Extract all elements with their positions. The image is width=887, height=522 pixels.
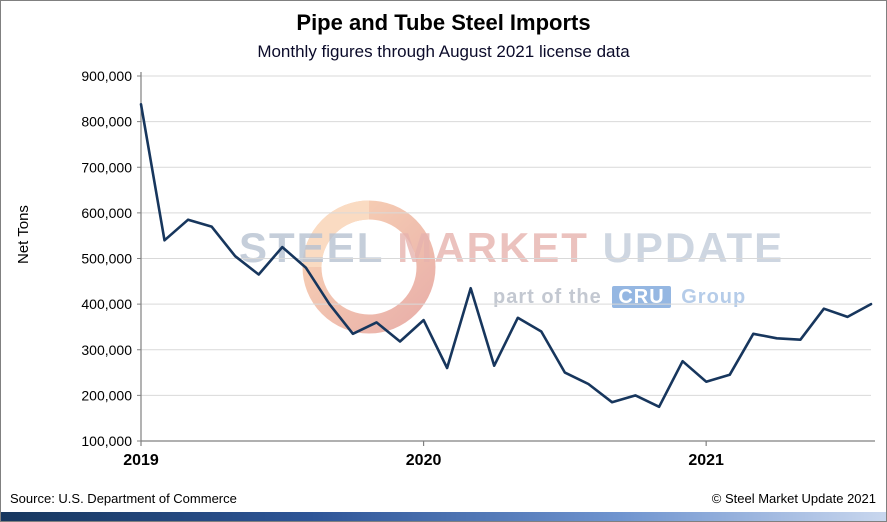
y-tick-label: 300,000 [81, 342, 132, 358]
x-tick-label: 2020 [406, 452, 442, 469]
copyright-text: © Steel Market Update 2021 [711, 491, 876, 506]
page-title: Pipe and Tube Steel Imports [296, 10, 591, 35]
y-tick-label: 600,000 [81, 205, 132, 221]
y-tick-label: 800,000 [81, 114, 132, 130]
y-tick-label: 900,000 [81, 68, 132, 84]
line-chart: 100,000 200,000 300,000 400,000 500,000 600,0… [81, 68, 875, 469]
y-tick-label: 700,000 [81, 159, 132, 175]
imports-series-line [139, 103, 873, 409]
chart-header: Pipe and Tube Steel Imports Monthly figu… [1, 1, 886, 62]
y-tick-label: 500,000 [81, 251, 132, 267]
bottom-accent-bar [1, 512, 886, 521]
y-tick-label: 200,000 [81, 388, 132, 404]
chart-area: STEEL MARKET UPDATE part of the CRU Grou… [1, 64, 886, 469]
x-tick-label: 2021 [688, 452, 724, 469]
y-tick-label: 100,000 [81, 433, 132, 449]
x-tick-label: 2019 [123, 452, 159, 469]
source-text: Source: U.S. Department of Commerce [10, 491, 237, 506]
y-tick-label: 400,000 [81, 296, 132, 312]
page-subtitle: Monthly figures through August 2021 lice… [257, 42, 630, 62]
